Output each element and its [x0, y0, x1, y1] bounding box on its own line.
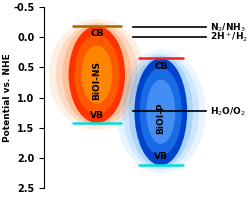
Ellipse shape	[49, 19, 145, 130]
Text: CB: CB	[154, 62, 168, 71]
Text: 2H$^+$/H$_2$: 2H$^+$/H$_2$	[210, 30, 248, 44]
Text: CB: CB	[90, 29, 104, 38]
Ellipse shape	[116, 50, 206, 173]
Text: N$_2$/NH$_3$: N$_2$/NH$_3$	[210, 21, 245, 34]
Ellipse shape	[122, 54, 199, 170]
Ellipse shape	[68, 26, 125, 123]
Ellipse shape	[134, 58, 187, 165]
Ellipse shape	[146, 80, 175, 144]
Ellipse shape	[81, 46, 112, 104]
Ellipse shape	[129, 56, 193, 167]
Ellipse shape	[74, 35, 120, 114]
Ellipse shape	[56, 22, 138, 127]
Ellipse shape	[62, 24, 131, 125]
Text: BiOI-P: BiOI-P	[156, 102, 165, 134]
Y-axis label: Potential vs. NHE: Potential vs. NHE	[3, 53, 12, 142]
Text: VB: VB	[154, 152, 168, 161]
Text: VB: VB	[90, 111, 104, 120]
Text: H$_2$O/O$_2$: H$_2$O/O$_2$	[210, 105, 246, 118]
Ellipse shape	[140, 68, 182, 156]
Text: BiOI-NS: BiOI-NS	[92, 61, 101, 100]
